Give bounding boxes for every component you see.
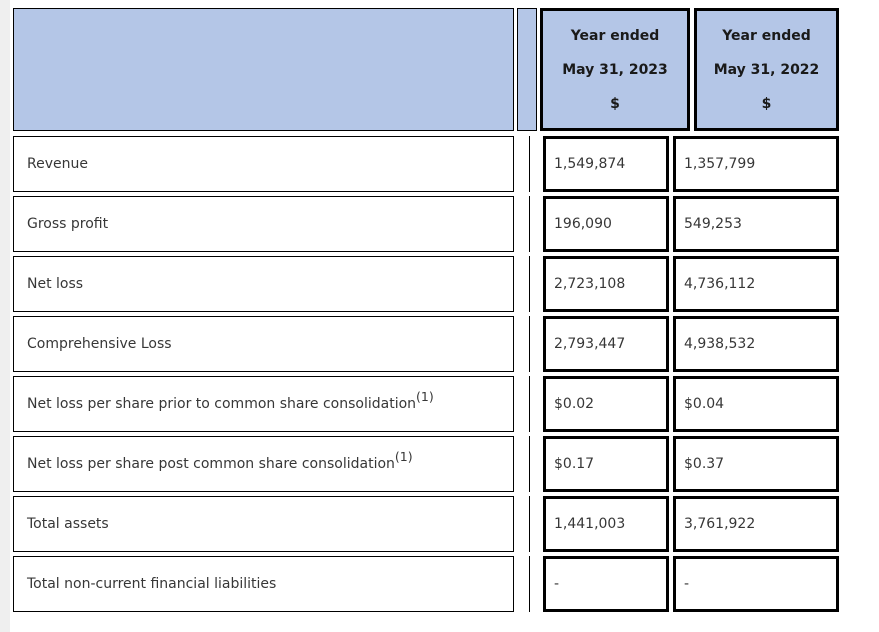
column-divider-line: [529, 376, 530, 432]
column-divider-line: [529, 556, 530, 612]
header-2022-line1: Year ended: [722, 27, 811, 44]
table-row-comprehensive-loss: Comprehensive Loss 2,793,447 4,938,532: [13, 316, 839, 372]
row-label-text: Gross profit: [27, 216, 109, 232]
table-row-total-non-current-financial-liabilities: Total non-current financial liabilities …: [13, 556, 839, 612]
value-2022-cell: -: [673, 556, 839, 612]
row-label: Total assets: [27, 516, 109, 532]
table-row-total-assets: Total assets 1,441,003 3,761,922: [13, 496, 839, 552]
value-2023-cell: 2,723,108: [543, 256, 669, 312]
row-label-cell: Comprehensive Loss: [13, 316, 514, 372]
row-label-cell: Net loss per share prior to common share…: [13, 376, 514, 432]
header-2023-cell: Year ended May 31, 2023 $: [540, 8, 690, 131]
row-label-cell: Total assets: [13, 496, 514, 552]
header-2022-line2: May 31, 2022: [713, 61, 820, 78]
table-row-revenue: Revenue 1,549,874 1,357,799: [13, 136, 839, 192]
row-label-text: Net loss: [27, 276, 84, 292]
column-divider-line: [529, 136, 530, 192]
row-label-text: Net loss per share prior to common share…: [27, 396, 417, 412]
header-2023-line2: May 31, 2023: [562, 61, 668, 78]
row-label-cell: Net loss per share post common share con…: [13, 436, 514, 492]
value-2023-cell: $0.02: [543, 376, 669, 432]
footnote-superscript: (1): [394, 449, 413, 465]
row-label-cell: Gross profit: [13, 196, 514, 252]
value-2022-cell: 3,761,922: [673, 496, 839, 552]
value-2023-cell: 196,090: [543, 196, 669, 252]
row-label: Net loss: [27, 276, 83, 292]
column-divider-line: [529, 496, 530, 552]
row-label: Net loss per share post common share con…: [27, 451, 413, 472]
row-label-text: Total non-current financial liabilities: [27, 576, 277, 592]
header-2023-line1: Year ended: [570, 27, 660, 44]
financial-summary-table: Year ended May 31, 2023 $ Year ended May…: [13, 8, 839, 616]
table-row-net-loss: Net loss 2,723,108 4,736,112: [13, 256, 839, 312]
value-2023-cell: -: [543, 556, 669, 612]
row-label-cell: Net loss: [13, 256, 514, 312]
value-2023-cell: 1,549,874: [543, 136, 669, 192]
row-label: Comprehensive Loss: [27, 336, 172, 352]
table-row-gross-profit: Gross profit 196,090 549,253: [13, 196, 839, 252]
column-divider-line: [529, 196, 530, 252]
column-divider-line: [529, 316, 530, 372]
table-header-row: Year ended May 31, 2023 $ Year ended May…: [13, 8, 839, 131]
value-2022-cell: 1,357,799: [673, 136, 839, 192]
value-2022-cell: 549,253: [673, 196, 839, 252]
row-label-text: Comprehensive Loss: [27, 336, 172, 352]
row-label: Net loss per share prior to common share…: [27, 391, 434, 412]
footnote-superscript: (1): [416, 389, 434, 405]
row-label: Gross profit: [27, 216, 108, 232]
value-2022-cell: 4,938,532: [673, 316, 839, 372]
row-label: Total non-current financial liabilities: [27, 576, 276, 592]
row-label: Revenue: [27, 156, 88, 172]
page-left-gutter: [0, 0, 10, 632]
column-divider-line: [529, 256, 530, 312]
column-divider-line: [529, 436, 530, 492]
value-2023-cell: $0.17: [543, 436, 669, 492]
table-row-net-loss-per-share-post: Net loss per share post common share con…: [13, 436, 839, 492]
row-label-cell: Total non-current financial liabilities: [13, 556, 514, 612]
header-spacer-cell: [517, 8, 537, 131]
value-2022-cell: 4,736,112: [673, 256, 839, 312]
header-2022-cell: Year ended May 31, 2022 $: [694, 8, 839, 131]
row-label-text: Revenue: [27, 156, 88, 172]
value-2022-cell: $0.04: [673, 376, 839, 432]
table-row-net-loss-per-share-prior: Net loss per share prior to common share…: [13, 376, 839, 432]
row-label-text: Total assets: [27, 516, 109, 532]
row-label-cell: Revenue: [13, 136, 514, 192]
header-label-cell: [13, 8, 514, 131]
value-2023-cell: 2,793,447: [543, 316, 669, 372]
row-label-text: Net loss per share post common share con…: [27, 456, 395, 472]
header-2023-currency: $: [610, 95, 620, 112]
value-2022-cell: $0.37: [673, 436, 839, 492]
header-2022-currency: $: [761, 95, 772, 112]
value-2023-cell: 1,441,003: [543, 496, 669, 552]
